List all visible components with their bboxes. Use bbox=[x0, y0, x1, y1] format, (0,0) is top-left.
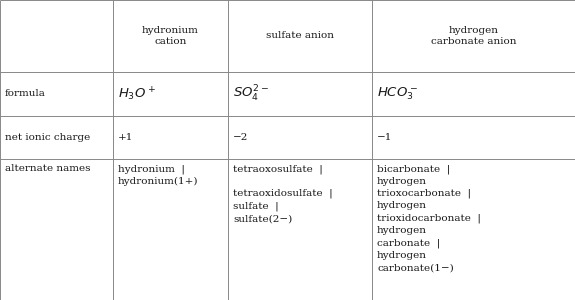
Text: $SO_4^{2-}$: $SO_4^{2-}$ bbox=[233, 84, 269, 104]
Text: hydronium  |
hydronium(1+): hydronium | hydronium(1+) bbox=[118, 164, 198, 186]
Text: sulfate anion: sulfate anion bbox=[266, 32, 334, 40]
Text: net ionic charge: net ionic charge bbox=[5, 133, 90, 142]
Text: $H_3O^+$: $H_3O^+$ bbox=[118, 85, 156, 103]
Text: hydronium
cation: hydronium cation bbox=[142, 26, 199, 46]
Text: bicarbonate  |
hydrogen
trioxocarbonate  |
hydrogen
trioxidocarbonate  |
hydroge: bicarbonate | hydrogen trioxocarbonate |… bbox=[377, 164, 481, 272]
Text: −2: −2 bbox=[233, 133, 248, 142]
Text: tetraoxosulfate  |

tetraoxidosulfate  |
sulfate  |
sulfate(2−): tetraoxosulfate | tetraoxidosulfate | su… bbox=[233, 164, 333, 223]
Text: formula: formula bbox=[5, 89, 46, 98]
Text: −1: −1 bbox=[377, 133, 392, 142]
Text: +1: +1 bbox=[118, 133, 133, 142]
Text: alternate names: alternate names bbox=[5, 164, 90, 173]
Text: $HCO_3^-$: $HCO_3^-$ bbox=[377, 86, 418, 102]
Text: hydrogen
carbonate anion: hydrogen carbonate anion bbox=[431, 26, 516, 46]
